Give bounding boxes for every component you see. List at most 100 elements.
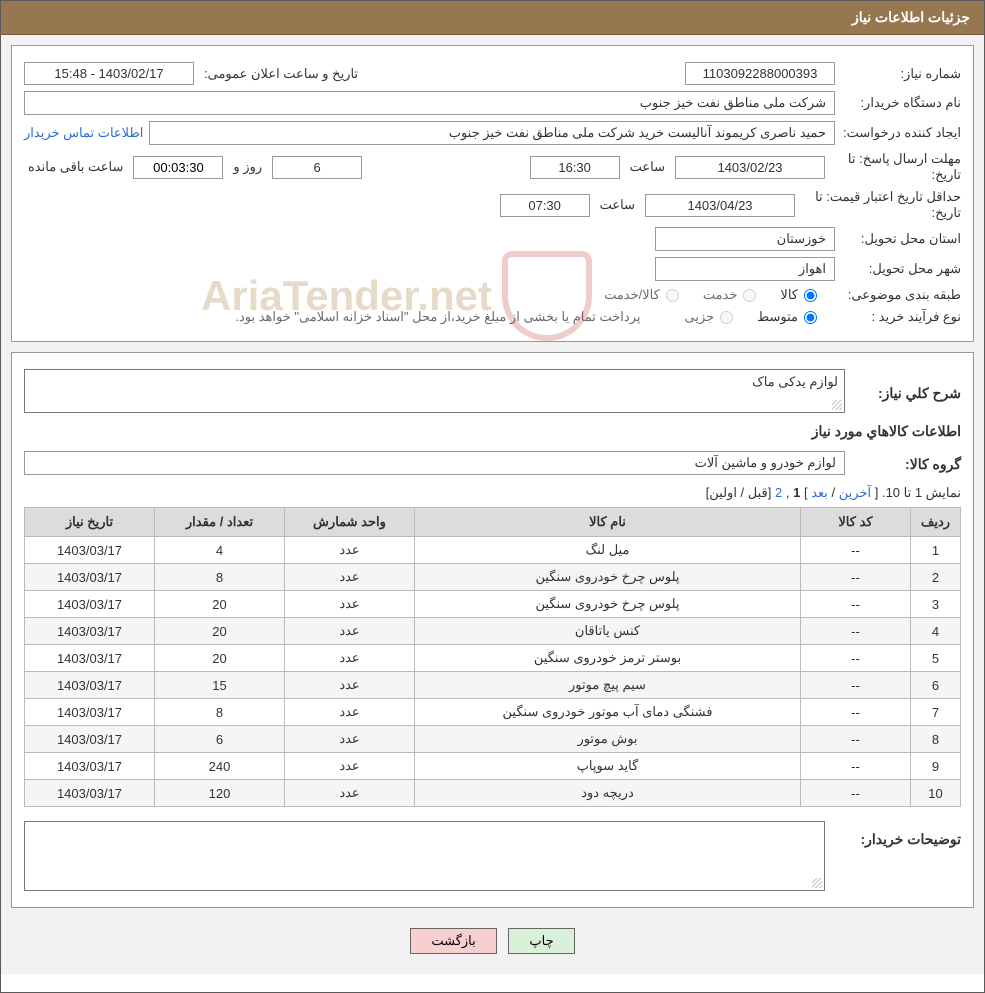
row-buyer-org: نام دستگاه خریدار: شرکت ملی مناطق نفت خی… bbox=[24, 91, 961, 115]
cell-qty: 8 bbox=[155, 699, 285, 726]
radio-partial-label: جزیی bbox=[684, 309, 714, 325]
cell-code: -- bbox=[801, 699, 911, 726]
cell-name: میل لنگ bbox=[415, 537, 801, 564]
label-overall: شرح کلي نياز: bbox=[851, 385, 961, 402]
value-province: خوزستان bbox=[655, 227, 835, 251]
label-announce: تاریخ و ساعت اعلان عمومی: bbox=[204, 66, 358, 82]
value-counter: 00:03:30 bbox=[133, 156, 223, 179]
purchase-note: پرداخت تمام یا بخشی از مبلغ خرید،از محل … bbox=[235, 309, 640, 325]
col-unit: واحد شمارش bbox=[285, 508, 415, 537]
row-overall: شرح کلي نياز: لوازم یدکی ماک bbox=[24, 369, 961, 413]
cell-name: پلوس چرخ خودروی سنگین bbox=[415, 591, 801, 618]
cell-qty: 120 bbox=[155, 780, 285, 807]
cell-code: -- bbox=[801, 537, 911, 564]
table-row: 3--پلوس چرخ خودروی سنگینعدد201403/03/17 bbox=[25, 591, 961, 618]
label-category: طبقه بندی موضوعی: bbox=[841, 287, 961, 303]
cell-name: دریچه دود bbox=[415, 780, 801, 807]
cell-date: 1403/03/17 bbox=[25, 537, 155, 564]
buttons-bar: چاپ بازگشت bbox=[11, 918, 974, 964]
cell-qty: 6 bbox=[155, 726, 285, 753]
radio-goods-label: کالا bbox=[780, 287, 798, 303]
radio-partial[interactable] bbox=[720, 311, 733, 324]
cell-qty: 15 bbox=[155, 672, 285, 699]
value-validity-date: 1403/04/23 bbox=[645, 194, 795, 217]
cell-unit: عدد bbox=[285, 699, 415, 726]
value-deadline-date: 1403/02/23 bbox=[675, 156, 825, 179]
col-code: کد کالا bbox=[801, 508, 911, 537]
items-section-title: اطلاعات كالاهاي مورد نياز bbox=[24, 423, 961, 440]
cell-name: پلوس چرخ خودروی سنگین bbox=[415, 564, 801, 591]
row-deadline: مهلت ارسال پاسخ: تا تاریخ: 1403/02/23 سا… bbox=[24, 151, 961, 183]
cell-date: 1403/03/17 bbox=[25, 618, 155, 645]
table-row: 1--میل لنگعدد41403/03/17 bbox=[25, 537, 961, 564]
pagination: نمایش 1 تا 10. [ آخرین / بعد ] 1 , 2 [قب… bbox=[24, 485, 961, 501]
label-buyer-org: نام دستگاه خریدار: bbox=[841, 95, 961, 111]
table-row: 4--کنس یاتاقانعدد201403/03/17 bbox=[25, 618, 961, 645]
cell-date: 1403/03/17 bbox=[25, 672, 155, 699]
radio-goods[interactable] bbox=[804, 289, 817, 302]
cell-code: -- bbox=[801, 591, 911, 618]
value-requester: حمید ناصری کریموند آنالیست خرید شرکت ملی… bbox=[149, 121, 835, 145]
cell-date: 1403/03/17 bbox=[25, 564, 155, 591]
col-name: نام کالا bbox=[415, 508, 801, 537]
cell-n: 2 bbox=[911, 564, 961, 591]
cell-date: 1403/03/17 bbox=[25, 645, 155, 672]
table-row: 9--گاید سوپاپعدد2401403/03/17 bbox=[25, 753, 961, 780]
cell-n: 7 bbox=[911, 699, 961, 726]
cell-code: -- bbox=[801, 564, 911, 591]
label-province: استان محل تحویل: bbox=[841, 231, 961, 247]
buyer-contact-link[interactable]: اطلاعات تماس خریدار bbox=[24, 125, 143, 141]
cell-n: 9 bbox=[911, 753, 961, 780]
value-validity-time: 07:30 bbox=[500, 194, 590, 217]
label-validity-time: ساعت bbox=[600, 197, 635, 213]
content-area: شماره نیاز: 1103092288000393 تاریخ و ساع… bbox=[1, 35, 984, 974]
row-requester: ایجاد کننده درخواست: حمید ناصری کریموند … bbox=[24, 121, 961, 145]
table-row: 2--پلوس چرخ خودروی سنگینعدد81403/03/17 bbox=[25, 564, 961, 591]
cell-unit: عدد bbox=[285, 726, 415, 753]
label-purchase-type: نوع فرآیند خرید : bbox=[841, 309, 961, 325]
radio-medium-label: متوسط bbox=[757, 309, 798, 325]
page-next-link[interactable]: بعد bbox=[811, 485, 828, 500]
label-deadline-time: ساعت bbox=[630, 159, 665, 175]
radio-service[interactable] bbox=[743, 289, 756, 302]
cell-date: 1403/03/17 bbox=[25, 726, 155, 753]
value-announce: 1403/02/17 - 15:48 bbox=[24, 62, 194, 85]
radio-both[interactable] bbox=[666, 289, 679, 302]
page-last-link[interactable]: آخرین bbox=[839, 485, 871, 500]
back-button[interactable]: بازگشت bbox=[410, 928, 496, 954]
cell-code: -- bbox=[801, 672, 911, 699]
value-group: لوازم خودرو و ماشین آلات bbox=[24, 451, 845, 475]
row-city: شهر محل تحویل: اهواز bbox=[24, 257, 961, 281]
cell-name: سیم پیچ موتور bbox=[415, 672, 801, 699]
cell-code: -- bbox=[801, 618, 911, 645]
cell-n: 5 bbox=[911, 645, 961, 672]
radio-medium[interactable] bbox=[804, 311, 817, 324]
print-button[interactable]: چاپ bbox=[508, 928, 574, 954]
table-row: 8--بوش موتورعدد61403/03/17 bbox=[25, 726, 961, 753]
label-city: شهر محل تحویل: bbox=[841, 261, 961, 277]
cell-code: -- bbox=[801, 726, 911, 753]
label-remain: ساعت باقی مانده bbox=[28, 159, 123, 175]
col-qty: تعداد / مقدار bbox=[155, 508, 285, 537]
value-deadline-time: 16:30 bbox=[530, 156, 620, 179]
table-row: 7--فشنگی دمای آب موتور خودروی سنگینعدد81… bbox=[25, 699, 961, 726]
radio-service-label: خدمت bbox=[703, 287, 738, 303]
cell-code: -- bbox=[801, 753, 911, 780]
table-row: 6--سیم پیچ موتورعدد151403/03/17 bbox=[25, 672, 961, 699]
cell-qty: 20 bbox=[155, 591, 285, 618]
cell-n: 6 bbox=[911, 672, 961, 699]
cell-unit: عدد bbox=[285, 645, 415, 672]
cell-qty: 240 bbox=[155, 753, 285, 780]
buyer-notes-textarea[interactable] bbox=[24, 821, 825, 891]
label-group: گروه کالا: bbox=[851, 456, 961, 473]
value-days: 6 bbox=[272, 156, 362, 179]
label-validity: حداقل تاریخ اعتبار قیمت: تا تاریخ: bbox=[801, 189, 961, 221]
value-buyer-org: شرکت ملی مناطق نفت خیز جنوب bbox=[24, 91, 835, 115]
items-table: ردیف کد کالا نام کالا واحد شمارش تعداد /… bbox=[24, 507, 961, 807]
row-validity: حداقل تاریخ اعتبار قیمت: تا تاریخ: 1403/… bbox=[24, 189, 961, 221]
row-need-no: شماره نیاز: 1103092288000393 تاریخ و ساع… bbox=[24, 62, 961, 85]
table-header-row: ردیف کد کالا نام کالا واحد شمارش تعداد /… bbox=[25, 508, 961, 537]
cell-unit: عدد bbox=[285, 564, 415, 591]
overall-textarea[interactable]: لوازم یدکی ماک bbox=[24, 369, 845, 413]
cell-unit: عدد bbox=[285, 591, 415, 618]
